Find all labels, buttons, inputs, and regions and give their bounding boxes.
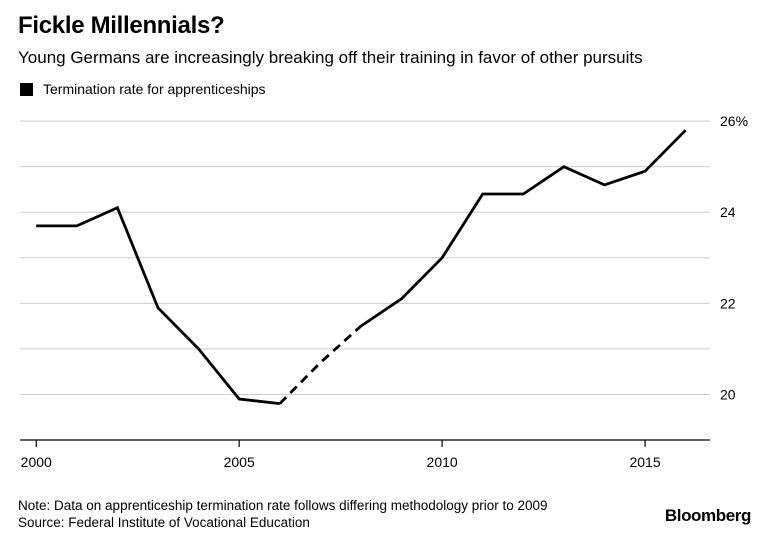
y-tick-label-24: 24 (720, 204, 736, 220)
series-line-solid-early (36, 205, 280, 405)
series-line-solid-late (360, 129, 687, 328)
y-tick-label-22: 22 (720, 295, 736, 311)
y-tick-label-20: 20 (720, 386, 736, 402)
chart-title: Fickle Millennials? (18, 12, 225, 39)
x-tick-label-2005: 2005 (224, 454, 255, 470)
chart-subtitle: Young Germans are increasingly breaking … (18, 48, 643, 67)
legend-label: Termination rate for apprenticeships (43, 81, 266, 97)
legend-swatch (20, 82, 33, 96)
methodology-note: Note: Data on apprenticeship termination… (18, 498, 548, 513)
x-tick-label-2000: 2000 (21, 454, 52, 470)
x-tick-label-2010: 2010 (427, 454, 458, 470)
source-note: Source: Federal Institute of Vocational … (18, 515, 310, 530)
series-line-dashed (278, 325, 362, 405)
y-tick-label-26: 26% (720, 113, 748, 129)
legend: Termination rate for apprenticeships (20, 81, 266, 97)
bloomberg-logo: Bloomberg (664, 506, 752, 525)
x-tick-label-2015: 2015 (629, 454, 660, 470)
footnotes: Note: Data on apprenticeship termination… (18, 497, 548, 531)
